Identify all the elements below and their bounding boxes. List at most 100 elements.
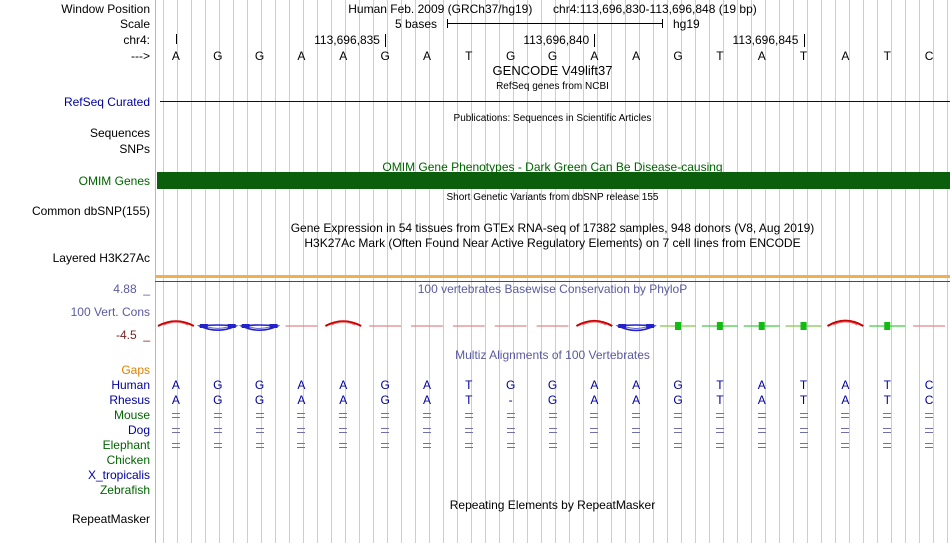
db-label: hg19 (673, 17, 700, 31)
alignment-base: A (297, 378, 306, 392)
refseq-curated-feature-line[interactable] (160, 101, 950, 102)
alignment-gap-marker (922, 423, 936, 437)
common-dbsnp-label[interactable]: Common dbSNP(155) (31, 204, 150, 218)
species-label[interactable]: X_tropicalis (87, 468, 150, 482)
assembly-and-position: Human Feb. 2009 (GRCh37/hg19) chr4:113,6… (155, 2, 950, 16)
ruler-tick-label: 113,696,840 (523, 33, 590, 47)
species-label[interactable]: Chicken (106, 453, 150, 467)
position-label[interactable]: chr4:113,696,830-113,696,848 (19 bp) (553, 2, 757, 16)
alignment-base: T (465, 378, 473, 392)
alignment-base: A (632, 378, 641, 392)
alignment-base: T (716, 393, 724, 407)
refseq-curated-label[interactable]: RefSeq Curated (63, 95, 150, 109)
alignment-base: C (924, 393, 934, 407)
sequence-base: T (799, 49, 808, 63)
ruler-tick-mark (175, 34, 177, 44)
ruler-tick-mark (803, 34, 805, 47)
alignment-gap-marker (504, 423, 518, 437)
alignment-gap-marker (797, 408, 811, 422)
phylop-conservation-svg (157, 319, 945, 332)
gaps-label[interactable]: Gaps (121, 363, 150, 377)
species-label[interactable]: Zebrafish (99, 483, 150, 497)
gencode-title: GENCODE V49lift37 (492, 63, 613, 78)
sequences-label[interactable]: Sequences (89, 126, 150, 140)
alignment-gap-marker (378, 408, 392, 422)
sequence-base: G (505, 49, 516, 63)
species-label[interactable]: Dog (127, 423, 150, 437)
100-vert-cons-label[interactable]: 100 Vert. Cons (70, 305, 150, 319)
alignment-base: G (254, 378, 265, 392)
sequence-base: T (883, 49, 891, 63)
alignment-bases-row (155, 438, 950, 452)
alignment-base: G (380, 378, 390, 392)
conservation-bar (701, 322, 738, 330)
snps-label[interactable]: SNPs (119, 142, 150, 156)
alignment-gap-marker (713, 438, 727, 452)
alignment-base: A (841, 378, 850, 392)
alignment-base: A (632, 393, 641, 407)
omim-genes-label[interactable]: OMIM Genes (78, 174, 150, 188)
alignment-gap-marker (587, 438, 601, 452)
conservation-bar (660, 322, 696, 330)
alignment-base: T (799, 393, 808, 407)
alignment-gap-marker (922, 408, 936, 422)
alignment-base: G (505, 378, 516, 392)
alignment-base: A (171, 393, 180, 407)
alignment-gap-marker (755, 423, 769, 437)
window-position-label: Window Position (61, 2, 150, 16)
alignment-base: C (924, 378, 934, 392)
species-label[interactable]: Elephant (102, 438, 150, 452)
conservation-bar (324, 320, 362, 327)
alignment-gap-marker (671, 423, 685, 437)
alignment-gap-marker (880, 423, 894, 437)
conservation-bar (196, 324, 239, 332)
alignment-gap-marker (378, 423, 392, 437)
alignment-gap-marker (546, 408, 560, 422)
assembly-label: Human Feb. 2009 (GRCh37/hg19) (348, 2, 533, 16)
alignment-gap-marker (336, 408, 350, 422)
alignment-gap-marker (797, 423, 811, 437)
species-label[interactable]: Human (111, 378, 150, 392)
alignment-base: T (716, 378, 724, 392)
alignment-base: T (799, 378, 808, 392)
refseq-subtitle: RefSeq genes from NCBI (496, 81, 609, 92)
omim-gene-feature-bar[interactable] (157, 172, 950, 189)
species-label[interactable]: Mouse (113, 408, 150, 422)
scale-bases-label: 5 bases (395, 17, 438, 31)
alignment-gap-marker (169, 423, 183, 437)
alignment-gap-marker (211, 408, 225, 422)
conservation-bar (615, 324, 657, 332)
sequence-base: A (339, 49, 348, 63)
alignment-bases-row (155, 453, 950, 467)
sequence-base: A (841, 49, 850, 63)
alignment-gap-marker (169, 408, 183, 422)
species-label[interactable]: Rhesus (109, 393, 150, 407)
scale-label: Scale (119, 17, 150, 31)
conservation-top-axis (155, 281, 950, 282)
alignment-base: G (673, 378, 683, 392)
conservation-max-label: 4.88 (113, 282, 137, 296)
sequence-base: A (422, 49, 431, 63)
alignment-base: G (213, 378, 223, 392)
alignment-base: G (547, 378, 558, 392)
alignment-gap-marker (294, 438, 308, 452)
alignment-gap-marker (713, 423, 727, 437)
coordinate-ruler[interactable]: 113,696,835 113,696,840 113,696,845 (155, 33, 950, 49)
sequence-base: A (297, 49, 306, 63)
alignment-base: A (339, 393, 348, 407)
alignment-base: A (297, 393, 306, 407)
alignment-gap-marker (880, 408, 894, 422)
alignment-gap-marker (253, 423, 267, 437)
alignment-gap-marker (504, 408, 518, 422)
conservation-max-value: 4.88 _ (113, 282, 150, 296)
chrom-label: chr4: (123, 33, 150, 47)
alignment-base: G (547, 393, 558, 407)
sequence-base: G (673, 49, 683, 63)
alignment-gap-marker (713, 408, 727, 422)
layered-h3k27ac-label[interactable]: Layered H3K27Ac (52, 251, 150, 265)
conservation-wiggle-plot[interactable] (155, 300, 950, 344)
sequence-base: G (380, 49, 390, 63)
repeatmasker-label[interactable]: RepeatMasker (71, 512, 150, 526)
